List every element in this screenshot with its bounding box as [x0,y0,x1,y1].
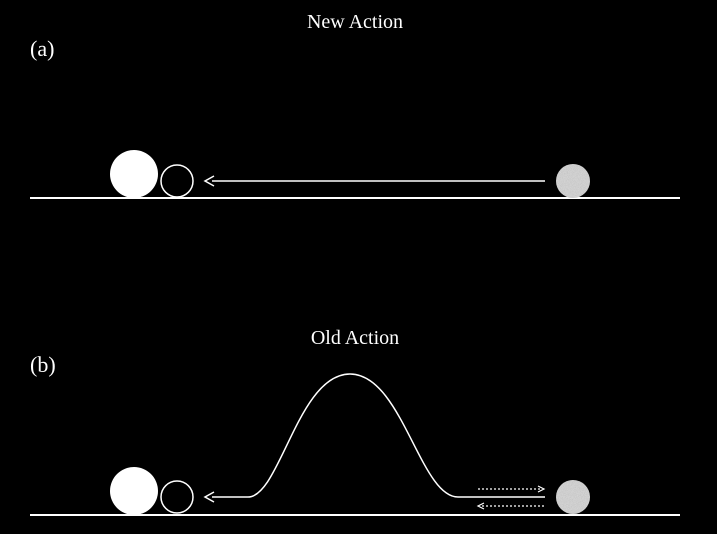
panel-b-dashed-arrow-right [478,485,546,493]
panel-a-hollow-ball [160,164,194,198]
panel-b-title: Old Action [311,327,399,349]
panel-b-grainy-ball [556,480,590,514]
panel-a-label: (a) [30,36,54,61]
panel-a-grainy-ball [556,164,590,198]
panel-a-arrow [203,175,545,187]
panel-b-barrier-arrow [203,373,545,503]
panel-b-dashed-arrow-left [476,502,544,510]
panel-a: New Action (a) [30,11,680,199]
panel-b-label: (b) [30,352,56,377]
panel-a-large-ball [110,150,158,198]
panel-a-title: New Action [307,11,403,33]
panel-b-large-ball [110,467,158,515]
panel-b: Old Action (b) [30,327,680,516]
panel-b-hollow-ball [160,480,194,514]
